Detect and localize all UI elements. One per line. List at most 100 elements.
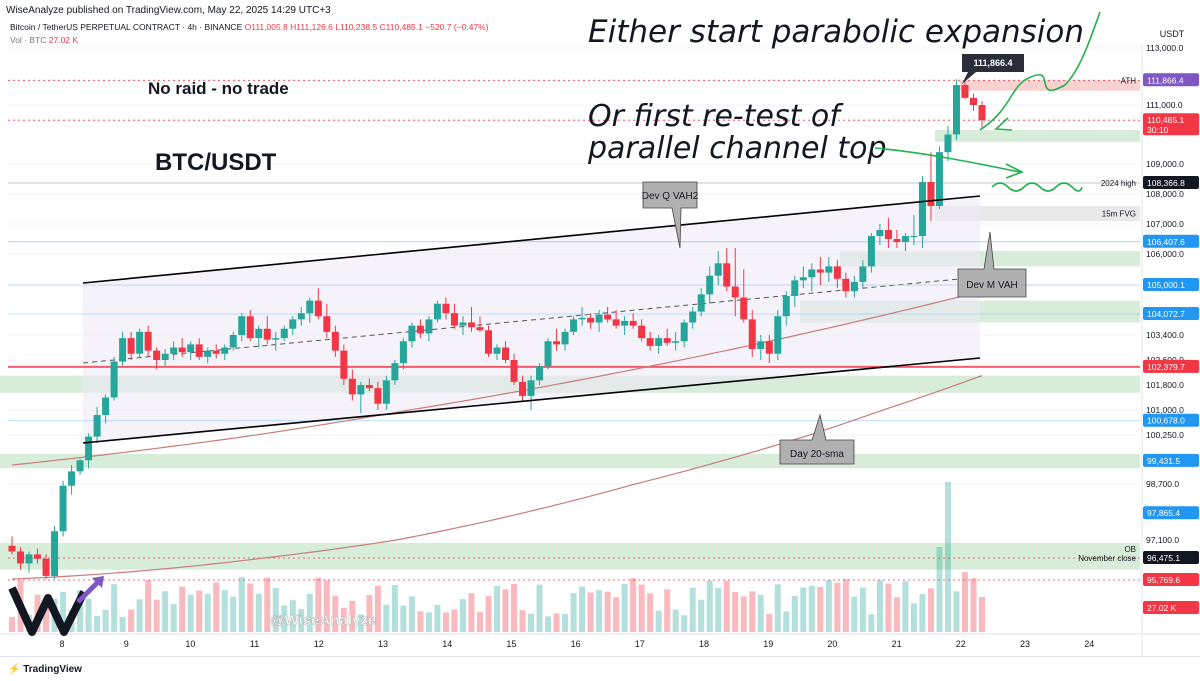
candle-body [689, 311, 697, 323]
volume-bar [179, 586, 186, 632]
x-tick-label: 22 [956, 639, 966, 649]
volume-bar [94, 615, 101, 632]
candle-body [178, 347, 186, 353]
parabolic-arrowhead [994, 117, 1013, 131]
volume-bar [953, 591, 960, 632]
candle-body [382, 380, 390, 404]
volume-bar [715, 588, 722, 632]
price-tag-bg [1143, 175, 1199, 189]
ema-line [11, 290, 983, 466]
volume-bar [766, 614, 773, 632]
price-tag-bg [1143, 601, 1199, 614]
volume-bar [340, 607, 347, 632]
volume-bar [298, 608, 305, 632]
price-tag-bg [1143, 550, 1199, 564]
candle-body [833, 266, 841, 279]
candle-body [706, 275, 714, 295]
candle-body [969, 97, 977, 105]
candle-body [408, 325, 416, 342]
y-tick-label: 107,000.0 [1146, 219, 1184, 229]
annotation-no-raid: No raid - no trade [148, 79, 289, 98]
volume-bar [230, 596, 237, 632]
y-tick-label: 101,000.0 [1146, 405, 1184, 415]
candle-body [927, 182, 935, 206]
candle-body [816, 269, 824, 273]
volume-bar [408, 596, 415, 632]
candle-body [952, 85, 960, 135]
volume-bar [706, 580, 713, 632]
volume-bar [757, 594, 764, 632]
volume-bar [808, 585, 815, 632]
x-tick-label: 16 [571, 639, 581, 649]
candle-body [850, 281, 858, 292]
tradingview-logo[interactable]: ⚡ TradingView [8, 664, 82, 675]
candle-body [655, 338, 663, 346]
candle-body [85, 436, 93, 461]
volume-bar [672, 609, 679, 632]
price-tag-text: 96,475.1 [1147, 553, 1180, 563]
price-tag-text: 97,865.4 [1147, 508, 1180, 518]
volume-bar [425, 612, 432, 632]
candle-body [221, 347, 229, 354]
volume-bar [451, 609, 458, 632]
candle-body [510, 360, 518, 382]
price-tag: 110,485.130:10 [1143, 113, 1199, 136]
volume-bar [936, 547, 943, 632]
volume-bar [476, 611, 483, 632]
candle-body [110, 361, 118, 398]
volume-bar [732, 592, 739, 632]
candle-body [272, 338, 280, 340]
annotation-retest-2: parallel channel top [587, 131, 887, 166]
ath-zone [960, 80, 1140, 91]
volume-bar [468, 593, 475, 632]
y-tick-label: 106,000.0 [1146, 249, 1184, 259]
candle-body [757, 341, 765, 350]
price-tag-text: 99,431.5 [1147, 456, 1180, 466]
candle-body [314, 300, 322, 317]
volume-bar [817, 586, 824, 632]
price-tag: 27.02 K [1143, 601, 1199, 614]
ath-callout-text: 111,866.4 [973, 58, 1012, 68]
candle-body [765, 341, 773, 354]
volume-bar [357, 614, 364, 632]
candle-body [399, 341, 407, 364]
candle-body [42, 558, 50, 576]
ath-callout-box [962, 54, 1024, 84]
candle-body [901, 236, 909, 242]
x-tick-label: 24 [1084, 639, 1094, 649]
volume-bar [519, 610, 526, 632]
volume-bar [102, 609, 109, 632]
volume-bar [485, 595, 492, 632]
price-tag: 95,769.6 [1143, 573, 1199, 587]
candle-body [476, 327, 484, 331]
volume-bar [791, 595, 798, 632]
volume-bar [136, 599, 143, 632]
candle-body [297, 313, 305, 320]
volume-bar [213, 582, 220, 632]
volume-label: Vol · BTC [10, 35, 47, 45]
volume-bar [119, 616, 126, 632]
volume-bar [979, 596, 985, 632]
candle-body [136, 331, 144, 354]
x-tick-label: 14 [442, 639, 452, 649]
candle-body [527, 380, 535, 396]
squiggle-path [991, 182, 1083, 192]
candle-body [34, 554, 42, 559]
candle-body [484, 330, 492, 354]
day-sma-box [779, 413, 855, 465]
price-tag-text: 100,678.0 [1147, 416, 1185, 426]
volume-bar [60, 591, 67, 632]
ath-callout: 111,866.4 [962, 54, 1024, 84]
volume-bar [332, 595, 339, 632]
volume-bar [85, 598, 92, 632]
volume-bar [834, 582, 841, 632]
volume-bar [774, 584, 781, 632]
price-tag-text: 106,407.6 [1147, 237, 1185, 247]
price-tag-bg [1143, 453, 1199, 467]
volume-bar [698, 599, 705, 632]
volume-bar [851, 596, 858, 632]
symbol-name[interactable]: Bitcoin / TetherUS PERPETUAL CONTRACT · … [10, 22, 243, 32]
price-tag-bg [1143, 413, 1199, 427]
y-tick-label: 98,700.0 [1146, 479, 1179, 489]
y-tick-label: 109,000.0 [1146, 159, 1184, 169]
